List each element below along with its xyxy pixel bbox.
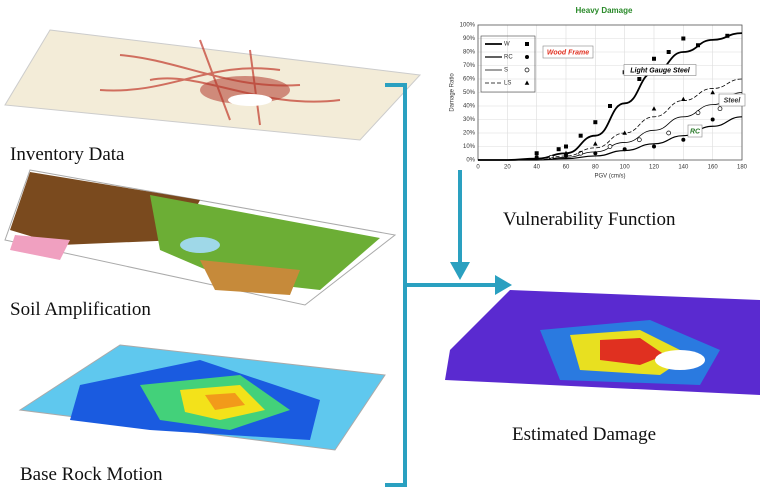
annotation: Light Gauge Steel (630, 67, 691, 74)
diagram: Inventory Data Soil Amplification Base R… (0, 0, 763, 494)
y-tick-label: 50% (463, 90, 476, 96)
curve (478, 117, 742, 160)
point (652, 57, 656, 61)
legend-marker (525, 68, 529, 72)
annotation: Steel (724, 97, 742, 104)
x-tick-label: 160 (708, 165, 719, 171)
y-tick-label: 80% (463, 50, 476, 56)
label: Inventory Data (10, 144, 125, 165)
point (681, 97, 686, 101)
x-tick-label: 40 (533, 165, 540, 171)
y-tick-label: 20% (463, 131, 476, 137)
point (564, 145, 568, 149)
x-tick-label: 60 (563, 165, 570, 171)
base-rock-map (20, 345, 385, 450)
point (623, 147, 627, 151)
point (652, 145, 656, 149)
point (710, 90, 715, 94)
soil-map (5, 170, 395, 305)
legend-label: LS (504, 81, 511, 87)
label: Base Rock Motion (20, 464, 163, 485)
x-tick-label: 140 (678, 165, 689, 171)
x-tick-label: 120 (649, 165, 660, 171)
x-tick-label: 0 (476, 165, 480, 171)
legend-marker (525, 55, 529, 59)
curve (478, 93, 742, 161)
y-tick-label: 90% (463, 36, 476, 42)
point (725, 34, 729, 38)
y-tick-label: 70% (463, 63, 476, 69)
point (681, 138, 685, 142)
legend-marker (525, 81, 530, 85)
point (718, 107, 722, 111)
damage-map (445, 290, 760, 395)
point (667, 131, 671, 135)
legend-marker (525, 42, 529, 46)
point (696, 43, 700, 47)
point (593, 141, 598, 145)
x-axis-label: PGV (cm/s) (595, 174, 626, 180)
x-tick-label: 20 (504, 165, 511, 171)
point (667, 50, 671, 54)
point (557, 147, 561, 151)
point (579, 134, 583, 138)
annotation: RC (690, 128, 701, 135)
x-tick-label: 80 (592, 165, 599, 171)
y-tick-label: 0% (466, 158, 475, 164)
point (637, 77, 641, 81)
y-axis-label: Damage Ratio (450, 73, 456, 112)
bracket (385, 85, 495, 485)
y-tick-label: 40% (463, 104, 476, 110)
point (622, 131, 627, 135)
label: Vulnerability Function (503, 209, 676, 230)
point (608, 104, 612, 108)
legend-label: S (504, 68, 508, 74)
arrow-head (450, 262, 470, 280)
inventory-map (5, 30, 420, 140)
point (696, 111, 700, 115)
x-tick-label: 100 (620, 165, 631, 171)
annotation: Wood Frame (547, 49, 589, 56)
point (535, 155, 539, 159)
y-tick-label: 100% (460, 23, 476, 29)
x-tick-label: 180 (737, 165, 748, 171)
chart-title: Heavy Damage (576, 6, 633, 15)
label: Estimated Damage (512, 424, 656, 445)
y-tick-label: 60% (463, 77, 476, 83)
point (652, 106, 657, 110)
legend-label: W (504, 42, 510, 48)
legend-label: RC (504, 55, 513, 61)
point (681, 37, 685, 41)
point (535, 151, 539, 155)
y-tick-label: 10% (463, 144, 476, 150)
point (593, 120, 597, 124)
label: Soil Amplification (10, 299, 151, 320)
point (711, 118, 715, 122)
y-tick-label: 30% (463, 117, 476, 123)
chart: Heavy Damage 0% 10% 20% 30% 40% 50% 60% 70% 80% 90… (450, 6, 748, 180)
point (637, 138, 641, 142)
point (608, 145, 612, 149)
